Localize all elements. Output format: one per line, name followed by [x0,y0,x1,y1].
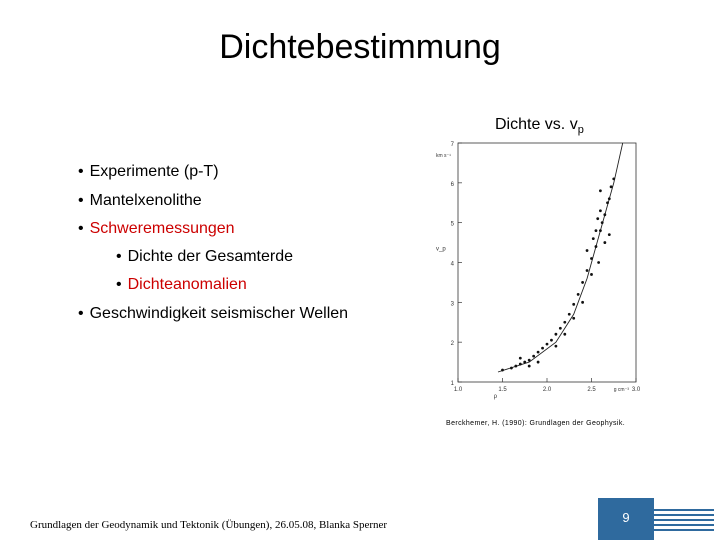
slide-title: Dichtebestimmung [219,28,501,66]
data-point [567,312,571,316]
sub-bullet-item: • Dichteanomalien [116,276,247,294]
data-point [599,189,602,193]
bullet-dot-icon: • [78,305,84,322]
page-number: 9 [622,510,630,525]
x-tick-label: 2.5 [587,387,596,393]
y-tick-label: 1 [451,381,455,387]
data-point [563,332,567,336]
x-tick-label: 3.0 [632,387,641,393]
footer-text: Grundlagen der Geodynamik und Tektonik (… [30,519,388,531]
data-point [599,209,602,213]
bullet-text: Dichteanomalien [127,276,247,293]
data-point [554,344,558,348]
data-point [501,368,504,372]
data-point [545,342,549,346]
stripes-logo-icon [648,509,714,531]
bullet-dot-icon: • [116,248,122,265]
chart-caption: Dichte vs. vp [495,116,584,136]
data-point [581,281,584,284]
data-point [518,362,522,366]
data-point [585,269,589,272]
data-point [532,354,536,358]
bullet-dot-icon: • [78,163,84,180]
plot-frame [457,142,637,383]
data-point [572,302,576,306]
bullet-text: Experimente (p-T) [89,163,219,180]
data-point [607,233,611,237]
x-unit-label: g cm⁻³ [614,387,629,393]
data-point [606,201,609,205]
bullet-text: Schweremessungen [89,220,235,237]
fit-curve [497,142,624,373]
y-tick-label: 4 [451,262,455,268]
page-number-background [598,498,654,540]
bullet-text: Dichte der Gesamterde [127,248,294,265]
data-point [536,350,540,354]
data-point [591,237,595,240]
y-tick-label: 3 [451,301,455,307]
data-point [558,326,562,330]
y-tick-label: 2 [451,341,455,347]
bullet-dot-icon: • [116,276,122,293]
data-point [599,229,602,233]
data-point [600,221,604,225]
bullet-dot-icon: • [78,220,84,237]
x-tick-label: 2.0 [543,387,552,393]
data-point [603,213,607,217]
data-point [514,364,518,368]
data-point [527,358,531,362]
data-point [536,360,540,364]
data-point [572,316,576,320]
data-point [554,332,558,336]
data-point [596,217,600,221]
data-point [594,229,598,233]
data-point [518,356,522,360]
data-point [550,338,553,342]
y-axis-label: v_p [436,247,446,253]
data-point [523,360,527,364]
sub-bullet-item: • Dichte der Gesamterde [116,248,293,266]
data-point [590,257,593,260]
y-tick-label: 6 [451,182,455,188]
y-tick-label: 5 [451,222,455,228]
data-point [581,300,584,304]
data-point [576,292,580,296]
y-unit-label: km s⁻¹ [436,153,451,159]
data-point [603,241,607,244]
data-point [609,185,613,189]
data-point [594,245,598,248]
data-point [510,366,513,370]
bullet-text: Geschwindigkeit seismischer Wellen [89,305,349,322]
chart-caption-main: Dichte vs. v [495,116,578,133]
x-tick-label: 1.5 [498,387,507,393]
density-velocity-scatter-plot: 1 2 3 4 5 6 7 1.0 1.5 2.0 2.5 3.0 km s⁻¹ v_p ρ g cm⁻³ [436,142,641,400]
data-point [612,177,616,181]
y-tick-label: 7 [451,142,455,148]
x-axis-label: ρ [494,394,498,400]
data-point [563,320,567,324]
x-tick-label: 1.0 [454,387,463,393]
data-point [607,197,611,201]
bullet-text: Mantelxenolithe [89,192,202,209]
bullet-item: • Experimente (p-T) [78,163,219,181]
figure-reference: Berckhemer, H. (1990): Grundlagen der Ge… [446,420,626,427]
bullet-item: • Mantelxenolithe [78,192,202,210]
bullet-dot-icon: • [78,192,84,209]
data-point [527,364,531,368]
data-point [585,249,589,252]
chart-caption-subscript: p [577,124,584,136]
bullet-item: • Geschwindigkeit seismischer Wellen [78,305,348,323]
data-point [597,261,601,264]
data-point [590,273,593,276]
bullet-item: • Schweremessungen [78,220,235,238]
data-point [541,346,544,350]
